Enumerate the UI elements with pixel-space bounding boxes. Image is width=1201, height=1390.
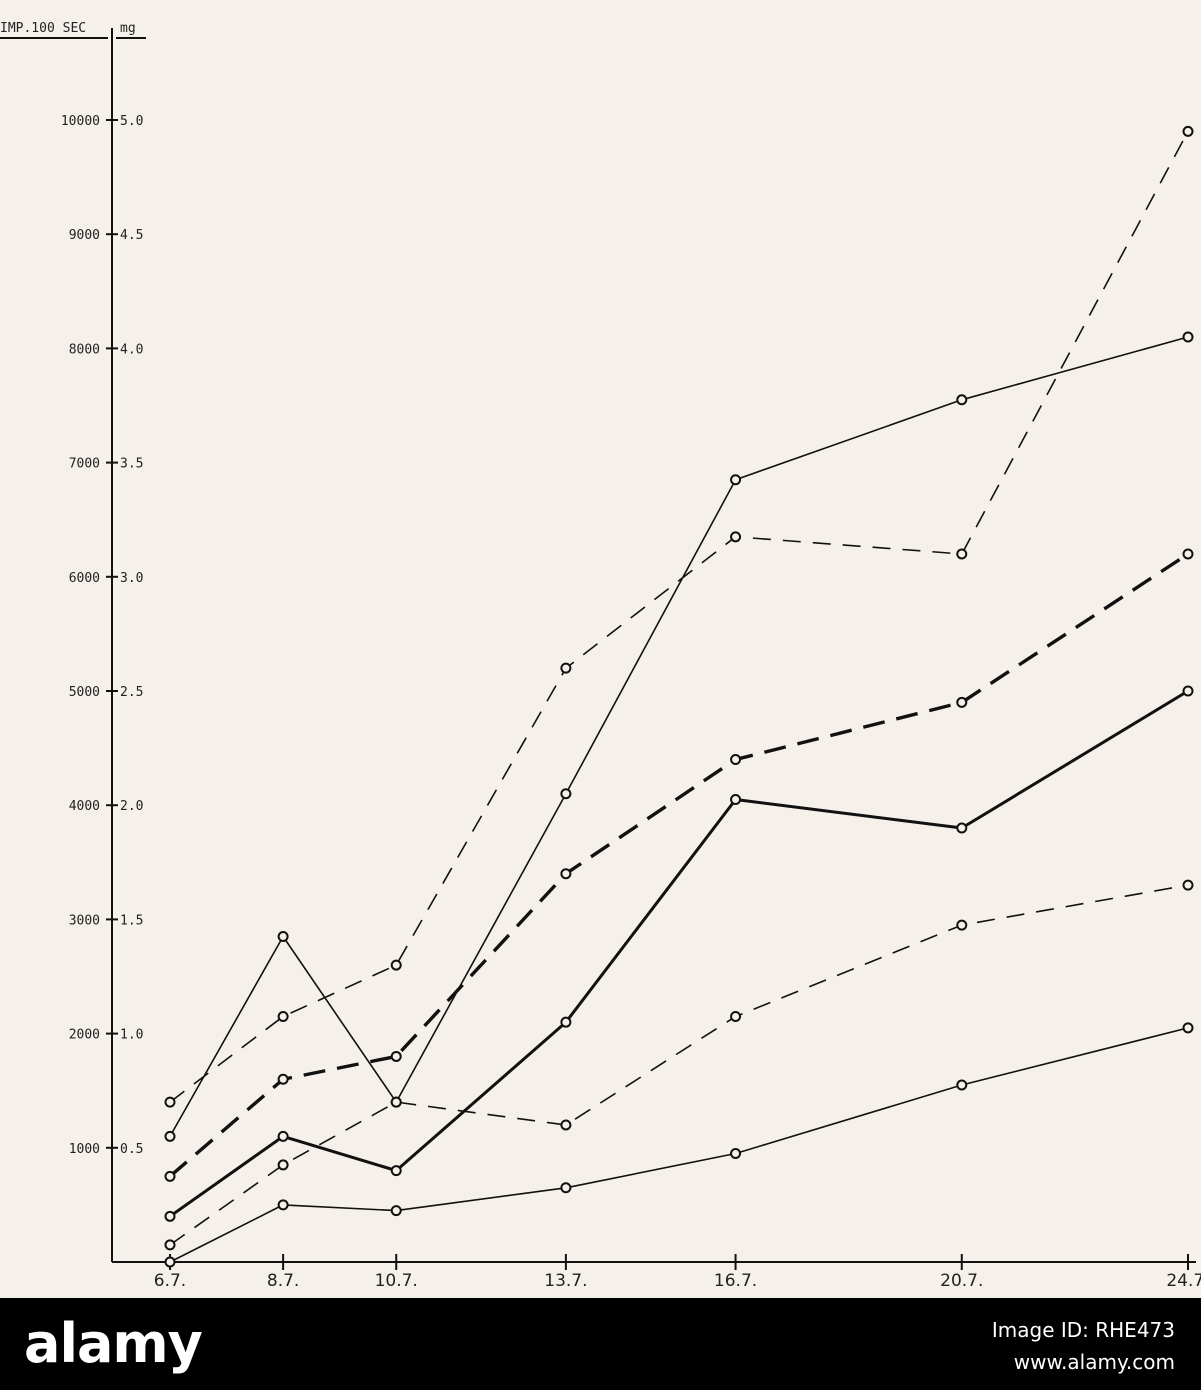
series-2-point (730, 474, 742, 486)
series-4-point (390, 1165, 402, 1177)
watermark-url: www.alamy.com (1013, 1350, 1175, 1374)
series-group (164, 125, 1194, 1268)
x-axis-ticks: 6.7. 8.7. 10.7. 13.7. 16.7. 20.7. 24.7. (154, 1254, 1201, 1291)
y-tick-label-right: 4.0 (120, 342, 143, 357)
series-line-5 (169, 884, 1189, 1246)
series-1-point (560, 662, 572, 674)
series-6-point (164, 1256, 176, 1268)
series-3-point (390, 1050, 402, 1062)
y-tick-label-left: 10000 (61, 114, 100, 129)
series-6-point (730, 1148, 742, 1160)
line-chart: IMP.100 SEC mg 1000 0.5 2000 1.0 3000 1.5 4000… (0, 21, 1201, 1291)
series-3-point (730, 754, 742, 766)
series-5-point (277, 1159, 289, 1171)
left-axis-title: IMP.100 SEC (0, 21, 86, 36)
y-tick-label-left: 9000 (69, 228, 100, 243)
x-tick-label: 6.7. (154, 1271, 186, 1291)
watermark-logo: alamy (24, 1312, 203, 1375)
y-tick-label-left: 4000 (69, 799, 100, 814)
series-2-point (1182, 331, 1194, 343)
y-tick-label-right: 2.0 (120, 799, 143, 814)
series-5-point (164, 1239, 176, 1251)
y-tick-label-left: 2000 (69, 1028, 100, 1043)
series-6-point (390, 1205, 402, 1217)
series-2-point (164, 1130, 176, 1142)
series-2-point (956, 394, 968, 406)
y-tick-label-left: 1000 (69, 1142, 100, 1157)
y-tick-label-right: 1.0 (120, 1028, 143, 1043)
series-2-point (277, 931, 289, 943)
x-tick-label: 10.7. (375, 1271, 418, 1291)
y-tick-label-right: 4.5 (120, 228, 143, 243)
y-tick-label-right: 1.5 (120, 913, 143, 928)
y-tick-label-left: 6000 (69, 571, 100, 586)
series-5-point (390, 1096, 402, 1108)
series-1-point (956, 548, 968, 560)
series-line-2 (169, 336, 1189, 1137)
x-tick-label: 13.7. (544, 1271, 587, 1291)
series-4-point (1182, 685, 1194, 697)
y-axis-ticks: 1000 0.5 2000 1.0 3000 1.5 4000 2.0 5000 2.5 6000 3… (61, 114, 144, 1157)
series-line-3 (168, 552, 1189, 1178)
series-1-point (164, 1096, 176, 1108)
y-tick-label-left: 5000 (69, 685, 100, 700)
series-1-point (1182, 125, 1194, 137)
x-tick-label: 8.7. (267, 1271, 299, 1291)
y-tick-label-right: 3.0 (120, 571, 143, 586)
watermark-image-id: Image ID: RHE473 (991, 1318, 1175, 1342)
x-tick-label: 24.7. (1166, 1271, 1201, 1291)
x-tick-label: 20.7. (940, 1271, 983, 1291)
series-5-point (956, 919, 968, 931)
series-3-point (560, 868, 572, 880)
series-4-point (277, 1130, 289, 1142)
series-2-point (560, 788, 572, 800)
y-tick-label-right: 3.5 (120, 457, 143, 472)
series-3-point (956, 696, 968, 708)
y-tick-label-left: 3000 (69, 913, 100, 928)
series-6-point (560, 1182, 572, 1194)
series-4-point (560, 1016, 572, 1028)
watermark-bar: alamy Image ID: RHE473 www.alamy.com (0, 1298, 1201, 1390)
series-5-point (560, 1119, 572, 1131)
series-4-point (730, 793, 742, 805)
series-6-point (1182, 1022, 1194, 1034)
series-line-6 (169, 1027, 1189, 1263)
right-axis-title: mg (120, 21, 136, 36)
x-tick-label: 16.7. (714, 1271, 757, 1291)
series-1-point (390, 959, 402, 971)
series-1-point (277, 1010, 289, 1022)
y-tick-label-left: 7000 (69, 457, 100, 472)
series-4-point (164, 1210, 176, 1222)
y-tick-label-right: 2.5 (120, 685, 143, 700)
y-tick-label-left: 8000 (69, 342, 100, 357)
series-6-point (277, 1199, 289, 1211)
series-5-point (1182, 879, 1194, 891)
series-6-point (956, 1079, 968, 1091)
series-line-4 (169, 689, 1189, 1218)
series-line-1 (169, 131, 1189, 1103)
y-tick-label-right: 5.0 (120, 114, 143, 129)
series-3-point (1182, 548, 1194, 560)
series-4-point (956, 822, 968, 834)
series-5-point (730, 1010, 742, 1022)
series-3-point (164, 1170, 176, 1182)
series-3-point (277, 1073, 289, 1085)
y-tick-label-right: 0.5 (120, 1142, 143, 1157)
series-1-point (730, 531, 742, 543)
